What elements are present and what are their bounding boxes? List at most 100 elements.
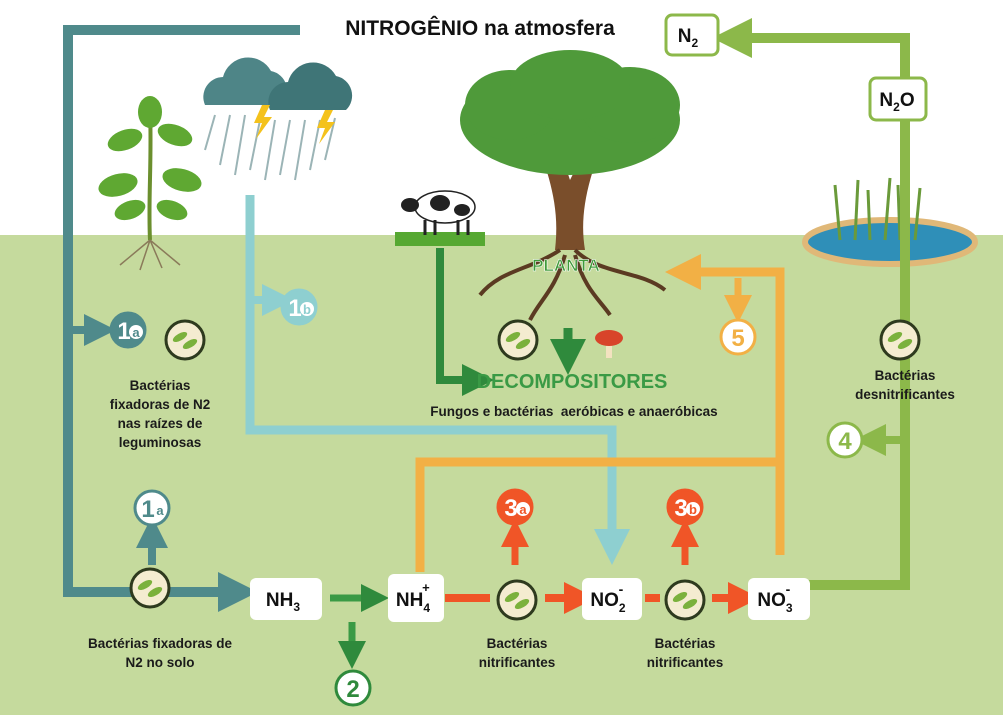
sup: + — [422, 580, 430, 595]
bacteria-icon — [131, 569, 169, 607]
clouds-part-part — [280, 120, 290, 175]
step-letter: a — [156, 503, 164, 518]
step-marker: 5 — [721, 320, 755, 354]
base: NO — [590, 590, 619, 611]
clouds-part-part — [250, 120, 260, 170]
bacteria-ring — [666, 581, 704, 619]
bacteria-icon — [498, 581, 536, 619]
clouds — [203, 57, 352, 180]
label-line: Bactérias — [487, 636, 548, 651]
label-line: nas raízes de — [118, 416, 203, 431]
step-marker: 4 — [828, 423, 862, 457]
cow-part — [401, 198, 419, 212]
step-number: 3 — [674, 495, 687, 522]
legume-plant-part-part — [160, 164, 204, 196]
nitrogen-cycle: NITROGÊNIO na atmosfera N2 N2O NH3 NH4+ … — [0, 0, 1003, 715]
step-number: 3 — [504, 495, 517, 522]
legume-plant-part-part — [105, 124, 146, 155]
page: Ciclo do nitrogênio {"title": "NITROGÊNI… — [0, 0, 1003, 715]
bacteria-icon — [881, 321, 919, 359]
clouds-part-part — [205, 115, 215, 150]
pond-part-part — [868, 190, 870, 240]
bacteria-ring — [499, 321, 537, 359]
clouds-part-part — [295, 120, 305, 180]
legume-plant-part-part — [155, 119, 196, 150]
decomposers-label: DECOMPOSITORES — [477, 371, 668, 393]
base: NO — [757, 590, 786, 611]
base: NH — [266, 590, 293, 611]
legume-plant-part-part — [96, 169, 140, 201]
legume-plant-part — [149, 110, 150, 240]
step-letter: b — [303, 302, 311, 317]
bacteria-ring — [166, 321, 204, 359]
mushroom-part — [595, 330, 623, 346]
bacteria-icon — [666, 581, 704, 619]
sup: - — [619, 581, 624, 597]
cow-part — [395, 232, 485, 246]
label-line: fixadoras de N2 — [110, 397, 211, 412]
step-label: 1 — [117, 318, 130, 345]
step-label: 3 — [504, 495, 517, 522]
decomposers-note: Fungos e bactérias aeróbicas e anaeróbic… — [430, 404, 717, 419]
title: NITROGÊNIO na atmosfera — [345, 16, 615, 40]
sub: 2 — [692, 36, 699, 50]
step-number: 4 — [838, 428, 852, 455]
step-number: 1 — [141, 496, 154, 523]
step-label: 5 — [731, 325, 744, 352]
bacteria-ring — [881, 321, 919, 359]
step-number: 1 — [117, 318, 130, 345]
step-number: 1 — [288, 295, 301, 322]
bacteria-icon — [499, 321, 537, 359]
label-line: nitrificantes — [479, 655, 556, 670]
step-letter: a — [132, 325, 140, 340]
label-line: leguminosas — [119, 435, 202, 450]
step-label: 2 — [346, 676, 359, 703]
base: NH — [396, 590, 423, 611]
step-letter: b — [689, 502, 697, 517]
tree-part-part — [510, 50, 630, 120]
label-line: nitrificantes — [647, 655, 724, 670]
sub: 4 — [423, 601, 430, 615]
clouds-part-part — [235, 115, 245, 175]
sup: - — [786, 581, 791, 597]
sub: 3 — [293, 600, 300, 614]
bacteria-ring — [131, 569, 169, 607]
bacteria-icon — [166, 321, 204, 359]
step-number: 5 — [731, 325, 744, 352]
step-marker: 1a — [111, 313, 145, 347]
clouds-part — [268, 62, 352, 110]
cow-part — [454, 204, 470, 216]
label-line: desnitrificantes — [855, 387, 955, 402]
pond-part-part — [898, 185, 900, 240]
step-label: 4 — [838, 428, 852, 455]
legume-plant-part-part — [112, 196, 148, 224]
body: NITROGÊNIO na atmosfera N2 N2O NH3 NH4+ … — [0, 0, 1003, 715]
clouds-part-part — [265, 120, 275, 180]
step-number: 2 — [346, 676, 359, 703]
step-label: 1 — [141, 496, 154, 523]
label-line: N2 no solo — [125, 655, 194, 670]
step-label: 3 — [674, 495, 687, 522]
cow — [395, 191, 485, 246]
bacteria-ring — [498, 581, 536, 619]
sub: 2 — [619, 601, 626, 615]
pond-part — [805, 220, 975, 264]
step-label: 1 — [288, 295, 301, 322]
cow-part — [430, 195, 450, 211]
step-marker: 2 — [336, 671, 370, 705]
clouds-part-part — [220, 115, 230, 165]
sub: 3 — [786, 601, 793, 615]
base: N — [879, 90, 893, 111]
label-line: Bactérias fixadoras de — [88, 636, 233, 651]
step-letter: a — [519, 502, 527, 517]
tree-part — [460, 50, 680, 175]
label-line: Bactérias — [130, 378, 191, 393]
clouds-part — [205, 115, 335, 180]
legume-plant-part-part — [138, 96, 162, 128]
label-line: Bactérias — [655, 636, 716, 651]
label-line: Bactérias — [875, 368, 936, 383]
legume-plant-part-part — [154, 196, 190, 224]
